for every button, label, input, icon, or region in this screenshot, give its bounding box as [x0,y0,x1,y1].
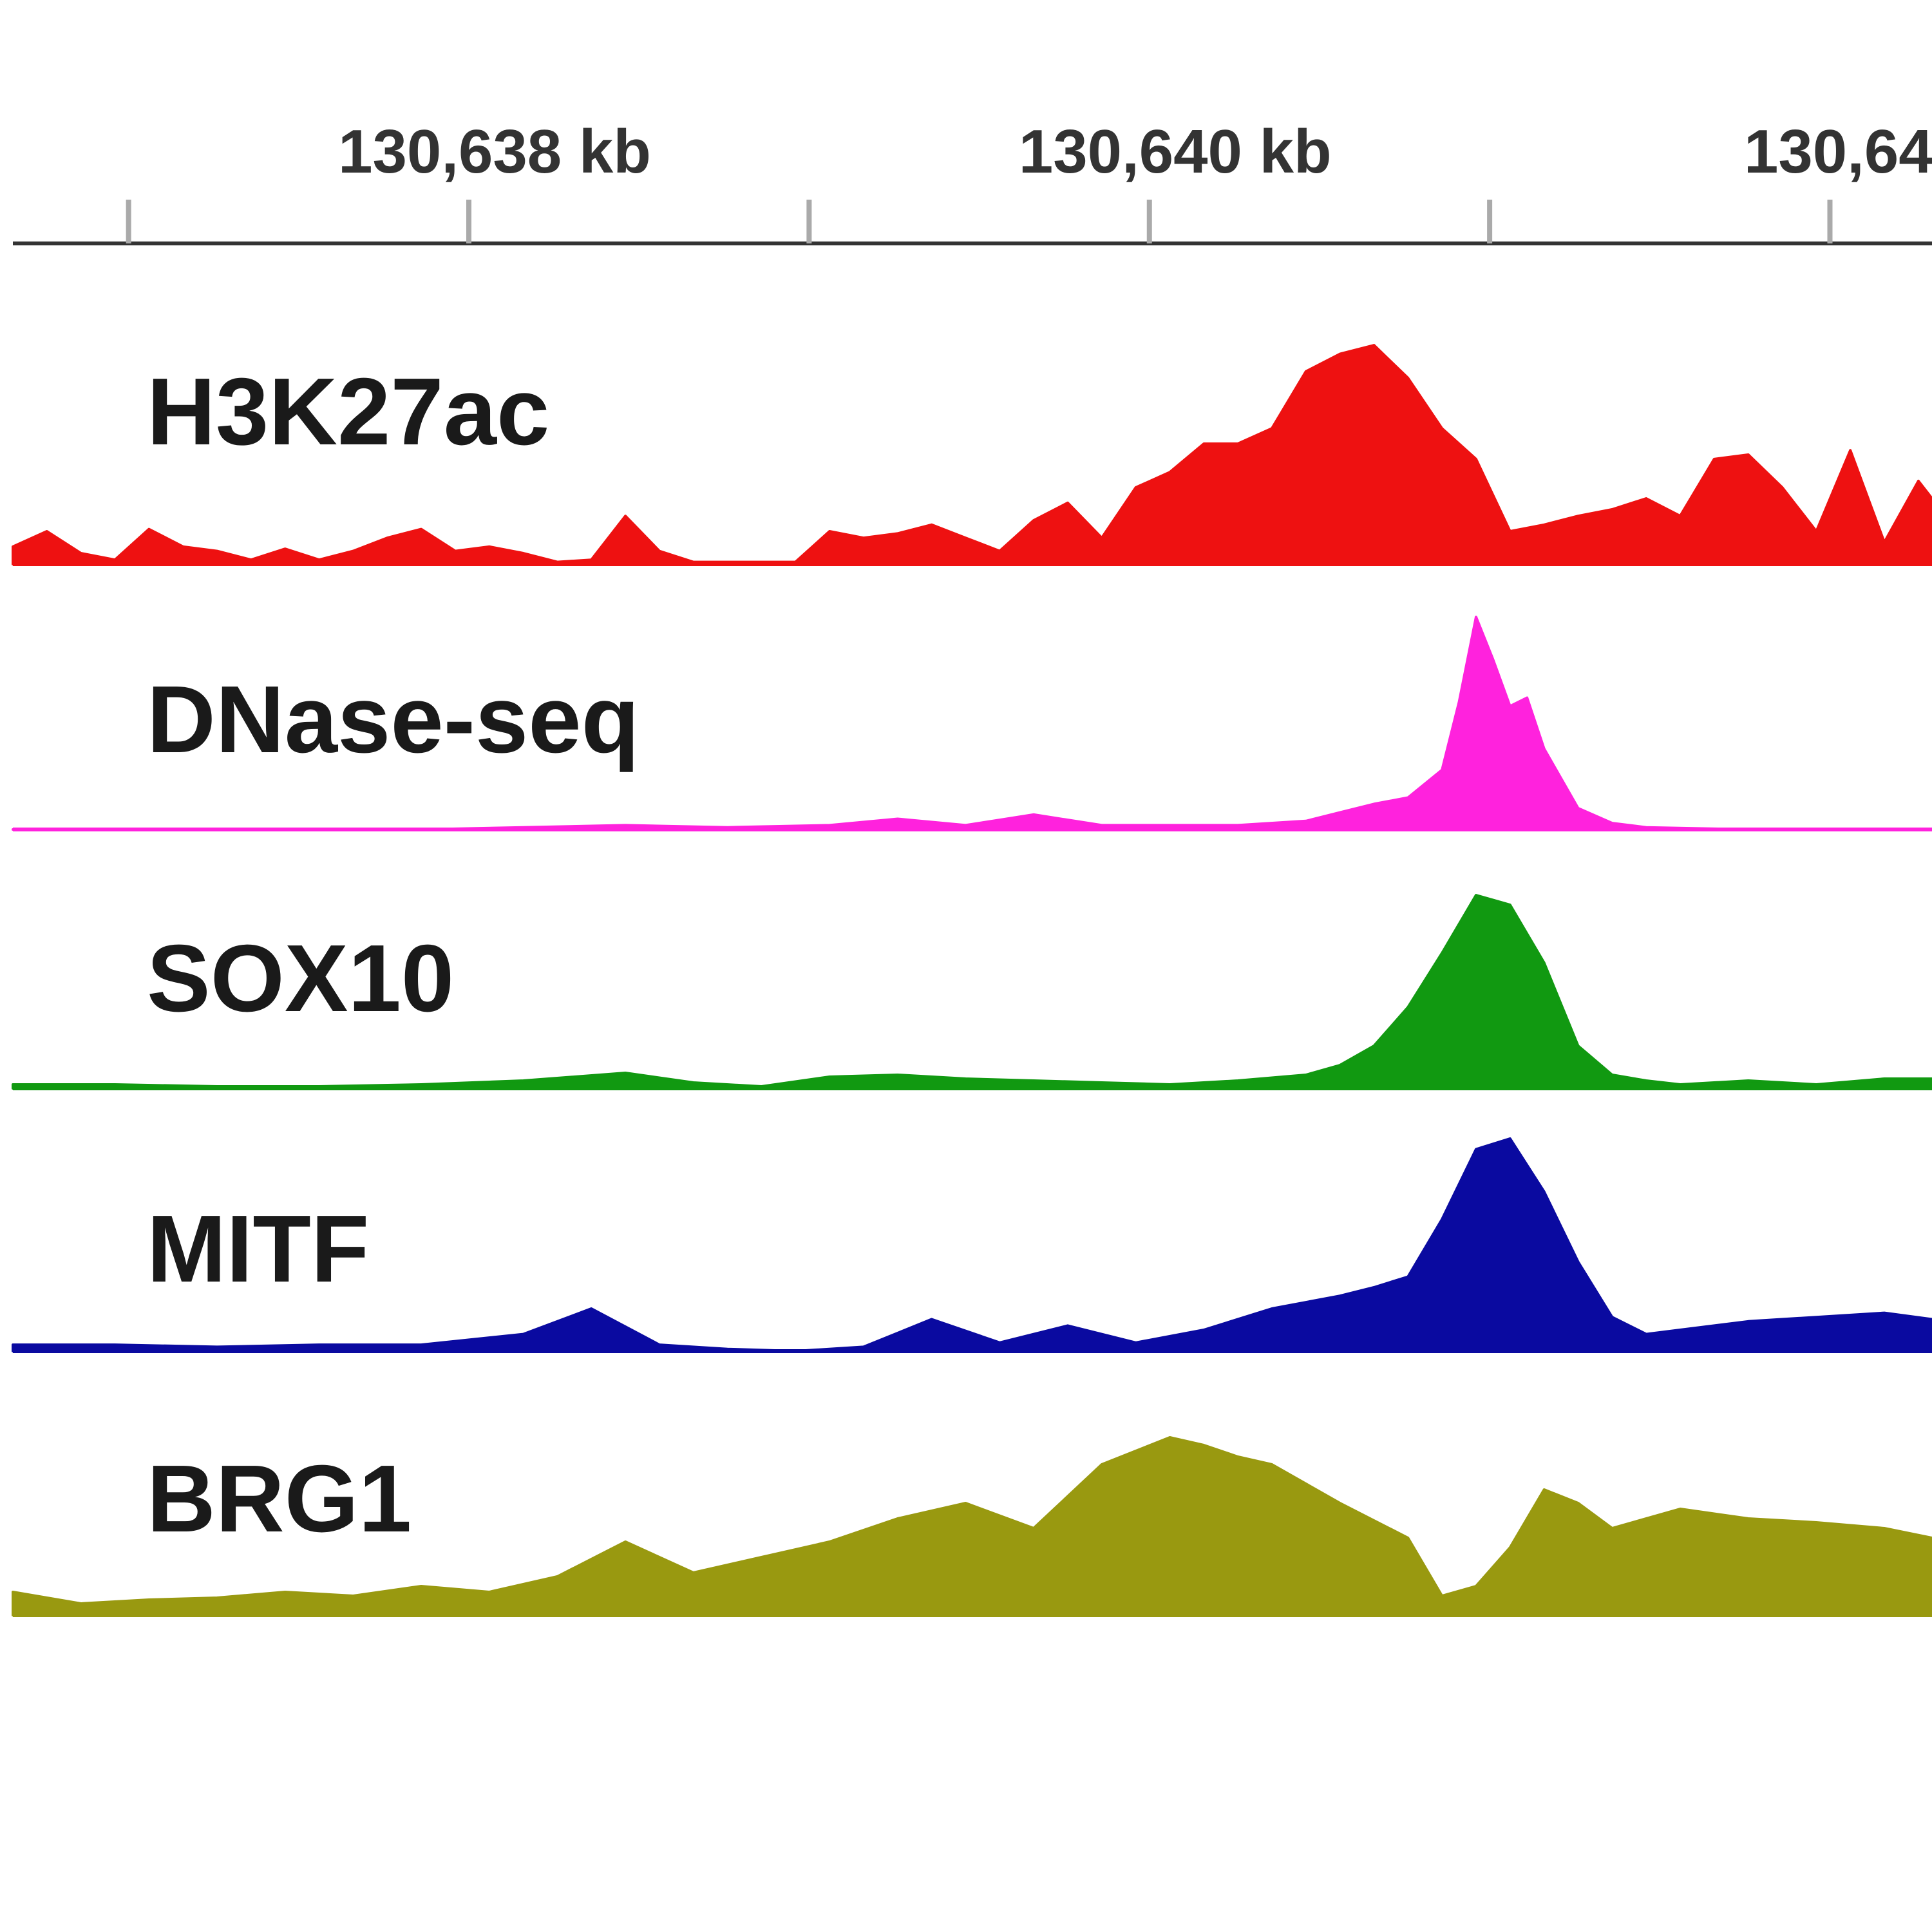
track-signal-area [12,1137,1932,1352]
track-dnase-seq: DNase-seq [12,616,1932,831]
genomic-coordinate-ruler: 130,638 kb 130,640 kb 130,642 [13,117,1932,245]
ruler-tick-label: 130,638 kb [338,117,651,186]
track-signal-area [12,344,1932,565]
track-h3k27ac: H3K27ac [12,344,1932,566]
track-brg1: BRG1 [12,1436,1932,1617]
track-signal-area [12,894,1932,1090]
ruler-tick-label: 130,642 [1744,117,1932,186]
signal-tracks: H3K27ac DNase-seq SOX10 MITF BRG1 [12,344,1932,1617]
track-sox10: SOX10 [12,894,1932,1090]
track-signal-area [12,1436,1932,1616]
track-label: BRG1 [147,1446,412,1552]
track-mitf: MITF [12,1137,1932,1353]
track-label: MITF [147,1196,369,1302]
track-label: DNase-seq [147,667,639,773]
ruler-tick-label: 130,640 kb [1019,117,1332,186]
track-signal-area [12,616,1932,831]
track-label: SOX10 [147,925,454,1032]
track-label: H3K27ac [147,359,549,465]
